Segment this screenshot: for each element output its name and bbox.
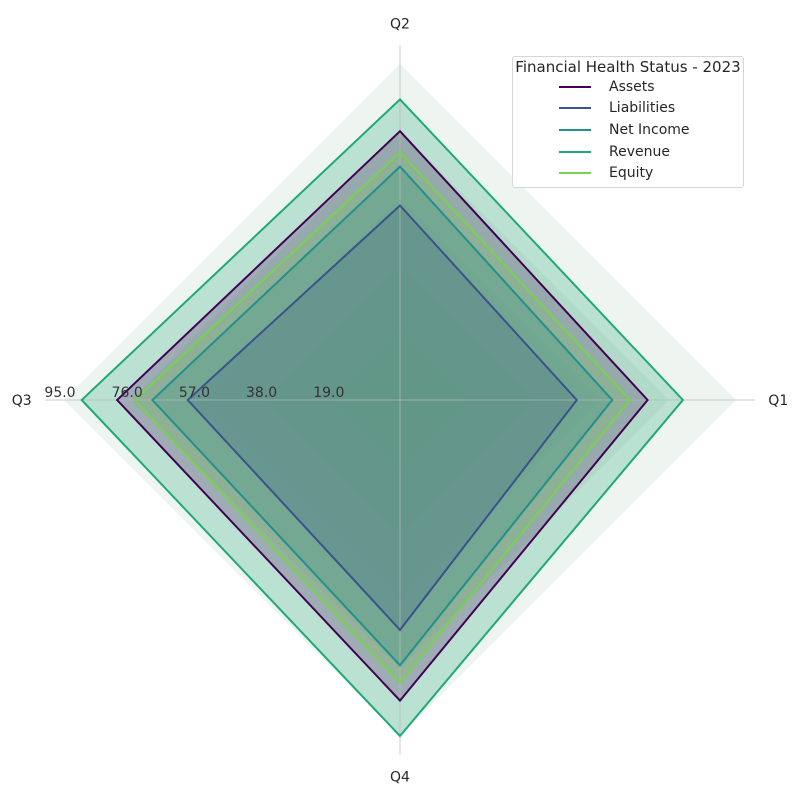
legend-item: Liabilities bbox=[513, 98, 743, 120]
legend-label: Net Income bbox=[609, 121, 690, 138]
legend-label: Equity bbox=[609, 165, 654, 182]
legend-swatch bbox=[559, 85, 591, 88]
series-line-liabilities bbox=[186, 204, 579, 632]
legend-swatch bbox=[559, 150, 591, 153]
ring-labels: 19.0 38.0 57.0 76.0 95.0 bbox=[44, 385, 344, 401]
legend-swatch bbox=[559, 128, 591, 131]
axis-labels: Q1 Q2 Q3 Q4 bbox=[12, 17, 788, 786]
axis-label-q1: Q1 bbox=[768, 393, 788, 409]
series-line-equity bbox=[133, 150, 632, 685]
legend-label: Liabilities bbox=[609, 100, 676, 117]
legend-label: Revenue bbox=[609, 143, 670, 160]
ring-label: 57.0 bbox=[179, 385, 210, 401]
series-fill-assets bbox=[117, 131, 648, 701]
ring-label: 95.0 bbox=[44, 385, 75, 401]
axis-label-q4: Q4 bbox=[390, 769, 410, 785]
ring-label: 19.0 bbox=[313, 385, 344, 401]
ring-label: 38.0 bbox=[246, 385, 277, 401]
series-lines bbox=[80, 97, 685, 738]
legend-label: Assets bbox=[609, 78, 655, 95]
legend-items: Assets Liabilities Net Income Revenue Equity bbox=[513, 76, 743, 184]
ring-label: 76.0 bbox=[112, 385, 143, 401]
series-line-net-income bbox=[150, 165, 614, 667]
series-fill-net-income bbox=[152, 166, 613, 666]
legend: Financial Health Status - 2023 Assets Lia… bbox=[512, 56, 744, 188]
grid bbox=[45, 45, 755, 755]
legend-item: Equity bbox=[513, 162, 743, 184]
legend-item: Net Income bbox=[513, 119, 743, 141]
series-line-revenue bbox=[80, 97, 685, 738]
legend-swatch bbox=[559, 107, 591, 110]
axis-label-q3: Q3 bbox=[12, 393, 32, 409]
legend-item: Revenue bbox=[513, 141, 743, 163]
legend-title: Financial Health Status - 2023 bbox=[515, 58, 741, 76]
axis-label-q2: Q2 bbox=[390, 17, 410, 33]
series-line-assets bbox=[115, 129, 649, 703]
legend-item: Assets bbox=[513, 76, 743, 98]
legend-swatch bbox=[559, 172, 591, 175]
